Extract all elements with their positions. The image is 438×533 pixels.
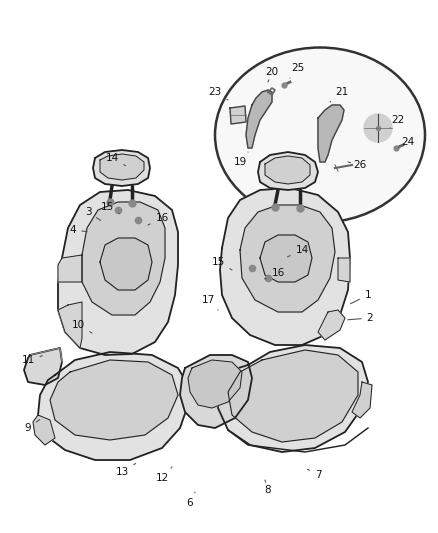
Text: 14: 14 (106, 153, 126, 166)
Text: 16: 16 (148, 213, 169, 225)
Text: 19: 19 (233, 152, 248, 167)
Text: 20: 20 (265, 67, 279, 82)
Polygon shape (218, 345, 368, 452)
Text: 6: 6 (187, 492, 195, 508)
Polygon shape (100, 238, 152, 290)
Text: 13: 13 (115, 464, 136, 477)
Polygon shape (318, 310, 345, 340)
Polygon shape (258, 152, 318, 190)
Text: 15: 15 (100, 202, 120, 214)
Text: 8: 8 (265, 480, 271, 495)
Text: 16: 16 (265, 268, 285, 279)
Polygon shape (58, 255, 82, 282)
Text: 25: 25 (290, 63, 304, 78)
Polygon shape (58, 302, 82, 348)
Text: 12: 12 (155, 467, 172, 483)
Polygon shape (93, 150, 150, 186)
Polygon shape (265, 156, 310, 184)
Polygon shape (82, 202, 165, 315)
Polygon shape (260, 235, 312, 282)
Text: 22: 22 (390, 115, 405, 128)
Text: 1: 1 (350, 290, 371, 304)
Polygon shape (246, 90, 272, 148)
Text: 9: 9 (25, 419, 40, 433)
Polygon shape (240, 205, 335, 312)
Text: 2: 2 (348, 313, 373, 323)
Polygon shape (180, 355, 252, 428)
Polygon shape (50, 360, 178, 440)
Text: 21: 21 (330, 87, 349, 102)
Polygon shape (188, 360, 242, 408)
Text: 26: 26 (348, 160, 367, 170)
Text: 24: 24 (398, 137, 415, 148)
Polygon shape (38, 352, 188, 460)
Text: 11: 11 (21, 355, 42, 365)
Text: 23: 23 (208, 87, 228, 100)
Polygon shape (24, 348, 62, 385)
Text: 15: 15 (212, 257, 232, 270)
Polygon shape (33, 415, 55, 445)
Text: 14: 14 (287, 245, 309, 257)
Polygon shape (230, 106, 246, 124)
Polygon shape (318, 105, 344, 162)
Text: 3: 3 (85, 207, 101, 221)
Ellipse shape (215, 47, 425, 222)
Circle shape (364, 114, 392, 142)
Text: 10: 10 (71, 320, 92, 333)
Text: 7: 7 (307, 470, 321, 480)
Polygon shape (352, 382, 372, 418)
Polygon shape (100, 154, 144, 180)
Polygon shape (220, 188, 350, 345)
Polygon shape (338, 258, 350, 282)
Polygon shape (58, 190, 178, 355)
Text: 4: 4 (70, 225, 87, 235)
Text: 17: 17 (201, 295, 218, 310)
Polygon shape (228, 350, 358, 442)
